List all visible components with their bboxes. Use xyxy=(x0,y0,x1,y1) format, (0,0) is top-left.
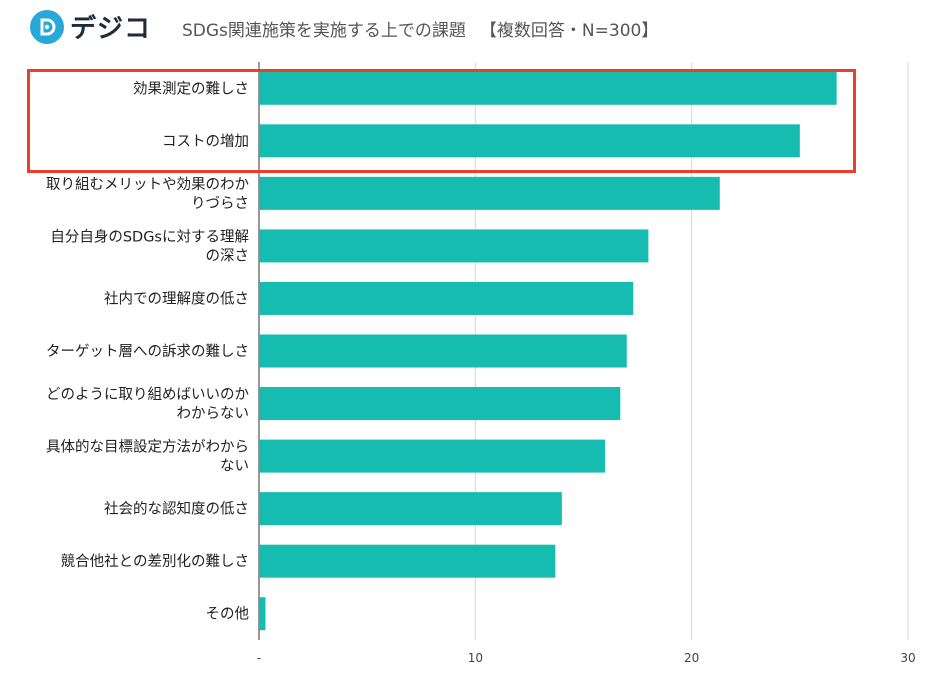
bar xyxy=(259,281,634,315)
bar xyxy=(259,229,649,263)
brand-logo: デジコ xyxy=(30,8,151,45)
x-tick-label: 30 xyxy=(900,651,915,665)
category-label: 社会的な認知度の低さ xyxy=(104,501,249,518)
logo-text: デジコ xyxy=(70,14,152,44)
chart-header: デジコ SDGs関連施策を実施する上での課題 【複数回答・N=300】 xyxy=(0,0,940,56)
category-label: 取り組むメリットや効果のわか xyxy=(46,176,249,193)
category-label: 社内での理解度の低さ xyxy=(104,290,249,307)
bar xyxy=(259,176,720,210)
highlight-box xyxy=(27,69,856,173)
category-label: 具体的な目標設定方法がわから xyxy=(46,439,249,456)
category-label: ターゲット層への訴求の難しさ xyxy=(46,343,249,360)
category-label: 自分自身のSDGsに対する理解 xyxy=(50,228,249,245)
category-label: の深さ xyxy=(206,247,250,264)
bar xyxy=(259,544,556,578)
chart-title-text: SDGs関連施策を実施する上での課題 xyxy=(182,21,466,41)
logo-d-icon xyxy=(30,9,64,44)
category-label: 競合他社との差別化の難しさ xyxy=(61,553,249,570)
chart-subtitle: 【複数回答・N=300】 xyxy=(479,21,659,41)
x-tick-label: - xyxy=(257,651,261,665)
bar xyxy=(259,71,837,105)
bar xyxy=(259,124,800,158)
bar xyxy=(259,334,627,368)
bar xyxy=(259,387,621,421)
bar xyxy=(259,597,266,631)
x-tick-label: 10 xyxy=(468,651,483,665)
bar xyxy=(259,492,562,526)
x-tick-label: 20 xyxy=(684,651,699,665)
category-label: コストの増加 xyxy=(162,133,249,150)
category-label: りづらさ xyxy=(191,195,249,212)
category-label: 効果測定の難しさ xyxy=(133,80,249,97)
category-label: どのように取り組めばいいのか xyxy=(46,386,249,403)
category-label: ない xyxy=(220,458,249,475)
bar xyxy=(259,439,606,473)
category-label: わからない xyxy=(177,405,250,422)
chart-title: SDGs関連施策を実施する上での課題 【複数回答・N=300】 xyxy=(182,16,658,41)
category-label: その他 xyxy=(206,606,250,623)
